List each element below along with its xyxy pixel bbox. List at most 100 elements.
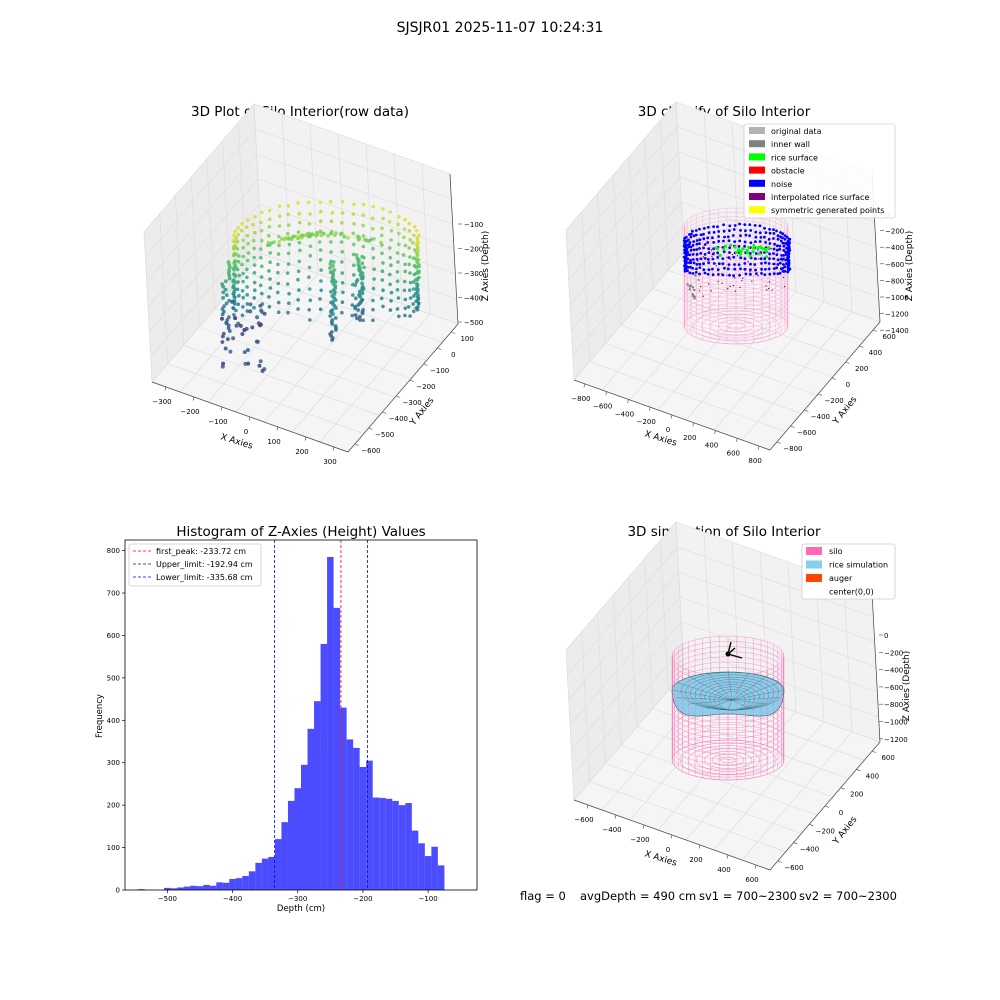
- classified-point: [693, 288, 696, 292]
- grid-line: [572, 226, 683, 356]
- legend-label: auger: [829, 574, 853, 583]
- y-tick-label: −200: [825, 397, 844, 405]
- data-point: [296, 277, 300, 282]
- raw-plot-axes-box: [143, 103, 459, 453]
- y-tick-label-mark: [872, 750, 877, 753]
- classified-point: [691, 266, 695, 270]
- classified-point: [727, 288, 729, 290]
- grid-line: [621, 744, 818, 816]
- legend-label: obstacle: [771, 167, 805, 176]
- z-tick-label: −600: [884, 684, 903, 692]
- data-point: [233, 229, 237, 233]
- classified-point: [786, 259, 790, 262]
- data-point: [331, 312, 335, 316]
- simulation-plot-y-label: Y Axies: [831, 815, 860, 848]
- legend-label: interpolated rice surface: [771, 193, 869, 202]
- classified-point: [691, 229, 694, 233]
- data-point: [224, 321, 229, 326]
- classified-point: [695, 254, 698, 257]
- data-point: [267, 295, 271, 299]
- classified-point: [729, 285, 731, 288]
- data-point: [416, 248, 420, 253]
- data-point: [388, 272, 392, 277]
- histogram-bar: [405, 803, 412, 890]
- data-point: [232, 239, 237, 244]
- data-point: [307, 275, 311, 280]
- histogram-bar: [203, 884, 210, 890]
- classified-point: [723, 244, 727, 248]
- data-point: [415, 277, 420, 281]
- x-tick-label-mark: [670, 834, 673, 839]
- classified-point: [689, 258, 692, 262]
- data-point: [236, 302, 240, 307]
- data-point: [308, 253, 313, 258]
- data-point: [267, 233, 271, 238]
- data-point: [352, 222, 356, 226]
- data-point: [317, 240, 322, 244]
- data-point: [356, 303, 361, 307]
- data-point: [361, 223, 366, 228]
- data-point: [258, 303, 263, 308]
- grid-line: [572, 646, 683, 776]
- data-point: [221, 361, 226, 366]
- classified-point: [752, 243, 756, 248]
- classified-point: [757, 258, 760, 260]
- y-tick-label-mark: [776, 441, 781, 444]
- grid-line: [657, 701, 769, 831]
- x-tick-label: 400: [705, 442, 718, 450]
- classified-point: [739, 286, 741, 289]
- data-point: [333, 316, 338, 320]
- classified-point: [710, 290, 712, 292]
- data-point: [241, 245, 245, 250]
- data-point: [319, 288, 324, 293]
- raw-plot-y-ticks: 100 0−100 −200 −300 −400 −500 −600: [354, 331, 474, 455]
- legend-frame: [743, 123, 896, 219]
- data-point: [277, 234, 281, 239]
- classified-point: [781, 241, 785, 245]
- classified-point: [732, 255, 736, 259]
- data-point: [285, 282, 290, 286]
- grid-line: [235, 283, 347, 413]
- raw-plot-x-ticks: −300 −200 −100 0 100 200 300: [152, 386, 337, 466]
- data-point: [276, 300, 281, 305]
- legend-label: rice simulation: [829, 561, 888, 570]
- data-point: [381, 216, 386, 221]
- axis-line: [871, 591, 881, 743]
- classified-point: [782, 244, 786, 248]
- classified-point: [764, 257, 767, 259]
- legend-swatch: [806, 587, 822, 596]
- x-tick-label: 0: [666, 846, 670, 854]
- rice-mesh-rib: [727, 669, 733, 701]
- classified-point: [711, 236, 714, 240]
- data-point: [356, 308, 360, 312]
- data-point: [252, 230, 257, 235]
- data-point: [267, 225, 272, 229]
- classified-point: [703, 253, 707, 256]
- simulation-plot-y-ticks: 600 400 200 0 −200 −400 −600: [777, 750, 895, 872]
- data-point: [224, 301, 229, 306]
- data-point: [297, 288, 301, 292]
- classified-point: [749, 268, 752, 272]
- data-point: [246, 241, 250, 246]
- grid-line: [150, 228, 261, 358]
- histogram-legend: first_peak: -233.72 cm Upper_limit: -192.…: [128, 543, 262, 587]
- classified-point: [772, 252, 775, 255]
- classified-point: [706, 236, 710, 240]
- data-point: [241, 254, 245, 259]
- data-point: [389, 228, 394, 233]
- y-tick-label: 600: [107, 632, 120, 640]
- classified-point: [775, 248, 779, 252]
- data-point: [238, 323, 243, 328]
- data-point: [259, 308, 264, 313]
- data-point: [296, 201, 300, 205]
- classified-point: [757, 249, 759, 251]
- data-point: [388, 210, 393, 214]
- data-point: [233, 259, 238, 263]
- classified-point: [772, 228, 775, 232]
- classified-point: [728, 224, 732, 228]
- classified-point: [768, 227, 771, 231]
- x-tick-label: 800: [748, 457, 761, 465]
- classified-point: [741, 279, 743, 282]
- y-tick-label: 400: [866, 772, 879, 780]
- classified-point: [782, 254, 786, 257]
